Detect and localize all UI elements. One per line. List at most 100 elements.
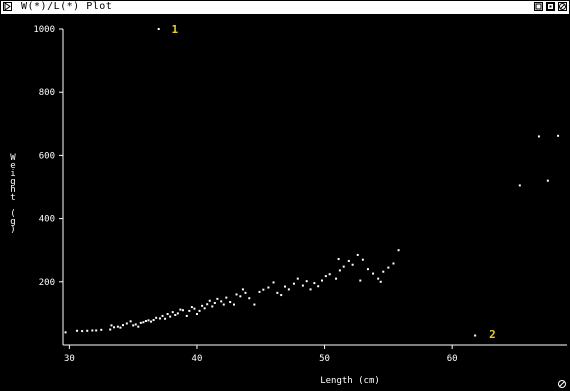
data-point (280, 294, 283, 297)
outlier-label: 2 (489, 328, 496, 341)
data-point (155, 316, 158, 319)
data-point (335, 277, 338, 280)
title-bar[interactable]: W(*)/L(*) Plot (1, 1, 569, 15)
data-point (359, 279, 362, 282)
data-point (324, 275, 327, 278)
data-point (137, 325, 140, 328)
data-point (110, 324, 113, 327)
data-point (377, 277, 380, 280)
zoom-icon[interactable] (534, 2, 543, 11)
outlier-label: 1 (171, 23, 178, 36)
data-point (229, 301, 232, 304)
axes: 200 400 600 800 1000 30 40 50 60 Length (cm) W e i g h… (10, 25, 567, 386)
data-point (185, 314, 188, 317)
data-point (91, 329, 94, 332)
data-point (179, 308, 182, 311)
data-point (171, 311, 174, 314)
data-point (337, 258, 340, 261)
data-point (169, 315, 172, 318)
data-point (213, 301, 216, 304)
data-point (216, 297, 219, 300)
data-point (235, 293, 238, 296)
data-point (232, 303, 235, 306)
outlier-point (474, 334, 477, 337)
data-point (313, 282, 316, 285)
data-point (144, 319, 147, 322)
scatter-plot: 200 400 600 800 1000 30 40 50 60 Length (cm) W e i g h… (10, 23, 567, 388)
data-point (193, 307, 196, 310)
data-point (366, 268, 369, 271)
data-point (309, 288, 312, 291)
data-point (174, 313, 177, 316)
window-menu-icon[interactable] (3, 2, 12, 11)
data-point (188, 309, 191, 312)
x-tick-label: 50 (319, 354, 330, 364)
data-point (382, 270, 385, 273)
triangle-icon (4, 3, 11, 10)
data-point (176, 312, 179, 315)
close-icon[interactable] (558, 2, 567, 11)
x-tick-label: 40 (192, 354, 203, 364)
data-point (100, 328, 103, 331)
data-point (267, 286, 270, 289)
data-point (387, 266, 390, 269)
data-point (152, 319, 155, 322)
data-point (284, 285, 287, 288)
data-point (272, 281, 275, 284)
data-point (198, 309, 201, 312)
data-point (328, 273, 331, 276)
data-point (81, 330, 84, 333)
data-point (356, 253, 359, 256)
data-point (95, 329, 98, 332)
data-point (372, 272, 375, 275)
data-point (121, 324, 124, 327)
resize-icon[interactable] (546, 2, 555, 11)
data-point (125, 322, 128, 325)
outlier-point (157, 28, 160, 30)
data-point (86, 329, 89, 332)
data-point (557, 134, 560, 137)
data-point (361, 258, 364, 261)
data-point (147, 319, 150, 322)
data-point (287, 288, 290, 291)
data-point (301, 284, 304, 287)
data-point (321, 279, 324, 282)
data-point (76, 329, 79, 332)
data-point (392, 262, 395, 265)
data-point (518, 184, 521, 187)
y-tick-label: 800 (39, 88, 55, 98)
y-tick-label: 1000 (33, 25, 55, 35)
window-title: W(*)/L(*) Plot (21, 1, 113, 12)
data-point (64, 331, 67, 334)
data-point (158, 317, 161, 320)
data-point (305, 280, 308, 283)
data-point (253, 303, 256, 306)
data-point (296, 277, 299, 280)
data-point (116, 325, 119, 328)
data-point (211, 305, 214, 308)
data-point (292, 282, 295, 285)
data-points (64, 134, 560, 334)
data-point (150, 320, 153, 323)
data-point (220, 300, 223, 303)
data-point (206, 303, 209, 306)
data-point (338, 269, 341, 272)
data-point (351, 263, 354, 266)
data-point (119, 326, 122, 329)
x-tick-label: 60 (447, 354, 458, 364)
data-point (164, 317, 167, 320)
data-point (225, 296, 228, 299)
data-point (208, 299, 211, 302)
data-point (139, 321, 142, 324)
data-point (113, 326, 116, 329)
corner-resize-icon[interactable] (558, 380, 566, 388)
data-point (166, 313, 169, 316)
y-tick-label: 200 (39, 278, 55, 288)
data-point (142, 321, 145, 324)
data-point (134, 323, 137, 326)
data-point (109, 328, 112, 331)
data-point (248, 297, 251, 300)
data-point (258, 290, 261, 293)
data-point (222, 303, 225, 306)
